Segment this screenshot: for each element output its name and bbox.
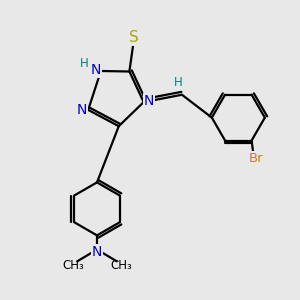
Text: N: N: [76, 103, 87, 117]
Text: N: N: [92, 245, 102, 259]
Text: H: H: [80, 57, 89, 70]
Text: CH₃: CH₃: [110, 259, 132, 272]
Text: N: N: [90, 62, 101, 76]
Text: N: N: [144, 94, 154, 108]
Text: CH₃: CH₃: [62, 259, 84, 272]
Text: S: S: [129, 30, 138, 45]
Text: Br: Br: [249, 152, 263, 165]
Text: H: H: [174, 76, 183, 89]
